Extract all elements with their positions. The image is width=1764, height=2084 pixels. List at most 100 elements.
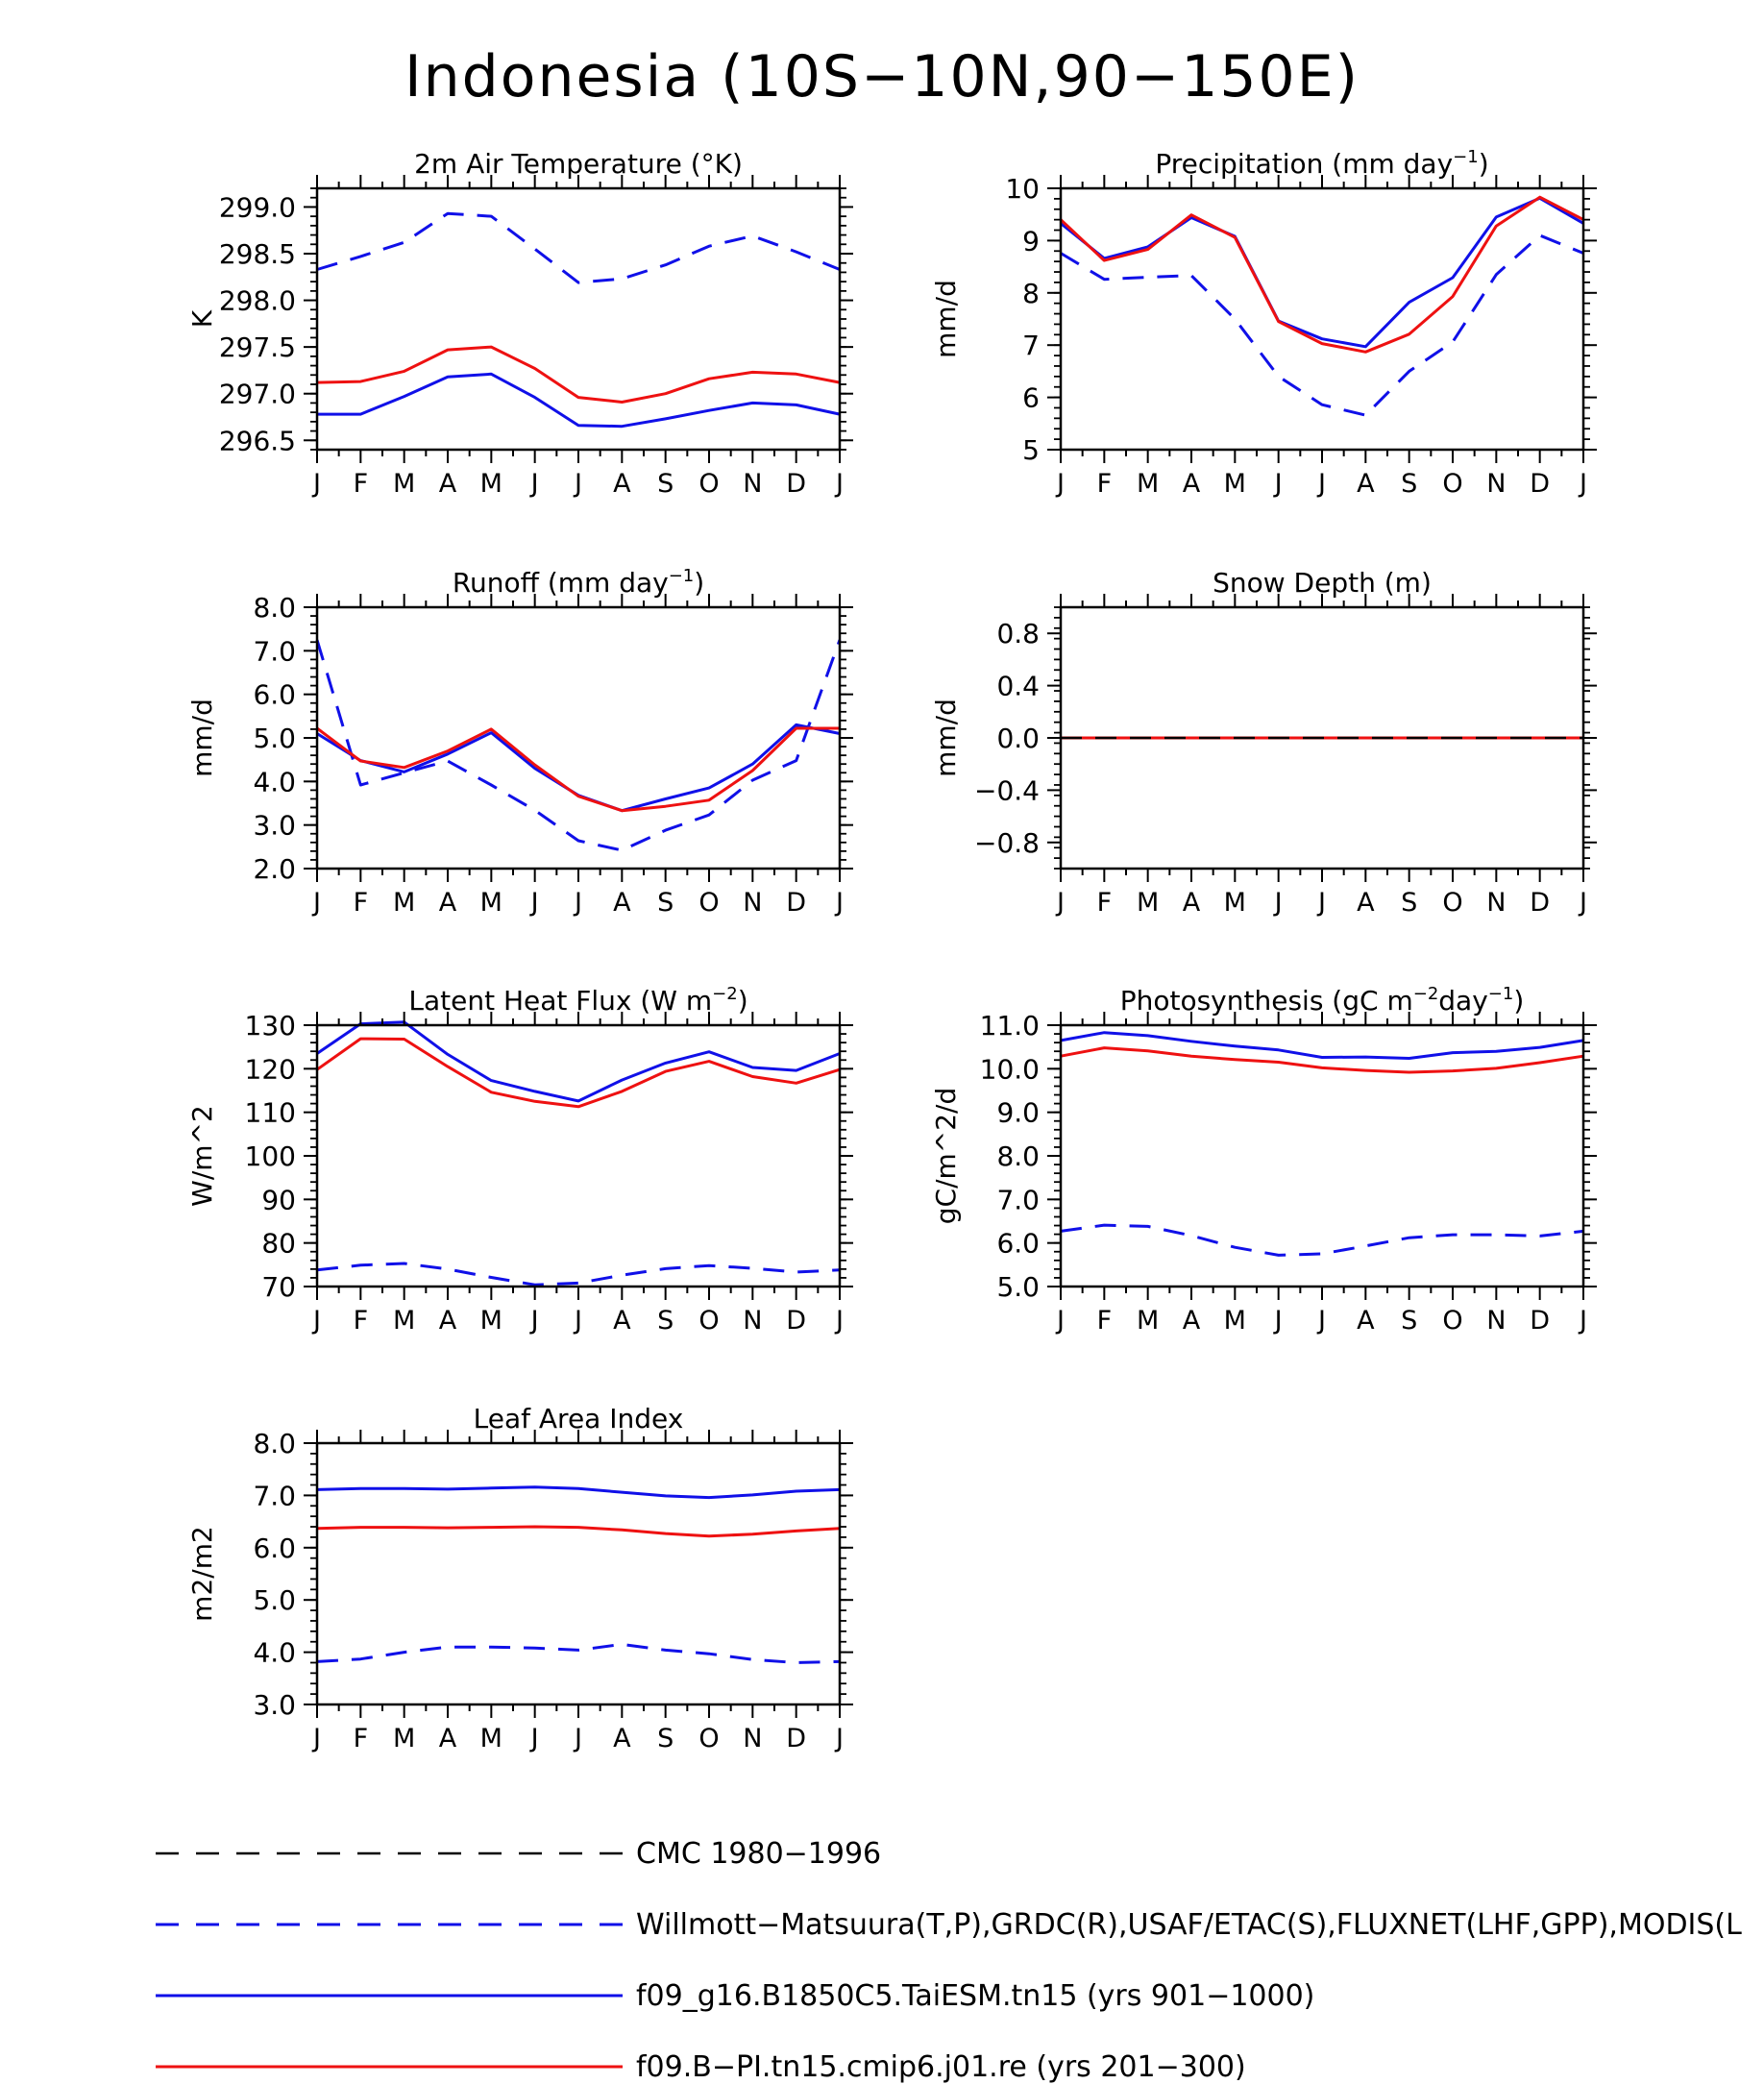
panel-title: 2m Air Temperature (°K) [414,148,743,180]
x-tick-label: S [657,1306,674,1336]
x-tick-label: J [1578,469,1587,499]
y-axis-label: mm/d [186,699,218,777]
series-line-model1 [1060,196,1584,349]
x-tick-label: N [1486,469,1506,499]
x-tick-label: M [1137,888,1159,918]
x-tick-label: S [1401,1306,1417,1336]
x-tick-label: J [311,888,321,918]
y-tick-label: 9.0 [996,1097,1040,1129]
x-tick-label: D [1530,888,1550,918]
x-tick-label: N [743,888,762,918]
x-tick-label: S [657,1724,674,1753]
y-tick-label: 0.8 [996,618,1040,650]
legend-label-model1: f09_g16.B1850C5.TaiESM.tn15 (yrs 901−100… [636,1979,1314,2013]
y-tick-label: 6.0 [996,1228,1040,1260]
chart-panel-1: 2m Air Temperature (°K)KJ F M A M J J A S O N D J296… [186,148,853,499]
x-tick-label: S [1401,888,1417,918]
x-tick-label: D [786,888,806,918]
y-tick-label: 8.0 [253,1428,296,1459]
series-line-obs [1060,1223,1584,1257]
x-tick-label: J [834,888,844,918]
x-tick-label: J [529,1306,539,1336]
y-tick-label: 299.0 [219,191,296,223]
x-tick-label: J [1316,469,1326,499]
x-tick-label: M [480,888,502,918]
x-tick-label: F [1097,1306,1113,1336]
series-line-obs [316,211,841,284]
x-tick-label: A [1357,1306,1375,1336]
legend-label-obs: Willmott−Matsuura(T,P),GRDC(R),USAF/ETAC… [636,1908,1742,1942]
x-tick-label: J [834,1724,844,1753]
series-line-obs [316,1262,841,1287]
y-tick-label: 296.5 [219,425,296,456]
x-tick-label: A [1357,888,1375,918]
x-tick-label: M [393,469,415,499]
series-line-model2 [316,726,840,813]
x-tick-label: F [354,1724,369,1753]
x-tick-label: N [1486,888,1506,918]
plot-frame [1059,186,1585,452]
x-tick-label: M [393,888,415,918]
y-tick-label: 7.0 [996,1184,1040,1215]
x-tick-label: S [1401,469,1417,499]
series-line-model1 [317,372,841,429]
y-tick-label: 8.0 [253,592,296,624]
x-tick-label: M [1137,1306,1159,1336]
series-line-model1 [316,1020,841,1103]
chart-panel-5: Latent Heat Flux (W m−2)W/m^2J F M A M J J A S O N… [186,984,853,1336]
x-tick-label: J [1578,888,1587,918]
x-tick-label: A [1183,469,1201,499]
y-tick-label: 297.0 [219,379,296,410]
x-tick-label: J [311,469,321,499]
y-tick-label: −0.8 [974,827,1040,859]
panel-title: Latent Heat Flux (W m−2) [408,984,747,1017]
plot-frame [315,1441,842,1706]
x-tick-label: J [573,1724,582,1753]
x-tick-label: F [1097,469,1113,499]
x-tick-label: S [657,888,674,918]
x-tick-label: J [1055,469,1065,499]
x-tick-label: J [311,1306,321,1336]
x-tick-label: J [311,1724,321,1753]
y-tick-label: 7 [1022,330,1040,361]
series-line-obs [316,1642,841,1664]
y-tick-label: 6.0 [253,1532,296,1564]
series-line-model2 [316,1525,841,1538]
x-tick-label: A [1357,469,1375,499]
x-tick-label: M [1224,1306,1246,1336]
y-tick-label: 8 [1022,278,1040,309]
chart-panel-2: Precipitation (mm day−1)mm/dJ F M A M J J A S O N D… [930,147,1597,499]
x-tick-label: A [613,469,631,499]
y-tick-label: 5.0 [253,723,296,754]
y-tick-label: 8.0 [996,1140,1040,1172]
x-tick-label: A [1183,1306,1201,1336]
x-tick-label: A [613,1724,631,1753]
x-tick-label: O [1442,469,1462,499]
x-tick-label: J [529,1724,539,1753]
x-tick-label: D [786,469,806,499]
x-tick-label: J [1273,1306,1283,1336]
x-tick-label: J [529,888,539,918]
y-tick-label: 130 [245,1010,296,1042]
x-tick-label: M [393,1306,415,1336]
x-tick-label: F [1097,888,1113,918]
y-axis-label: gC/m^2/d [930,1088,962,1225]
x-tick-label: D [786,1724,806,1753]
y-tick-label: 3.0 [253,810,296,842]
y-tick-label: 6.0 [253,679,296,711]
y-axis-label: m2/m2 [186,1526,218,1622]
y-tick-label: 5.0 [996,1271,1040,1303]
y-tick-label: 11.0 [980,1010,1040,1042]
x-tick-label: M [480,1724,502,1753]
y-tick-label: 0.4 [996,671,1040,702]
x-tick-label: A [439,1306,457,1336]
y-tick-label: 9 [1022,225,1040,257]
x-tick-label: M [1137,469,1159,499]
series-line-obs [1060,233,1584,417]
y-tick-label: 10.0 [980,1053,1040,1085]
series-line-obs [315,639,842,852]
x-tick-label: N [743,1724,762,1753]
x-tick-label: J [834,469,844,499]
x-tick-label: M [393,1724,415,1753]
